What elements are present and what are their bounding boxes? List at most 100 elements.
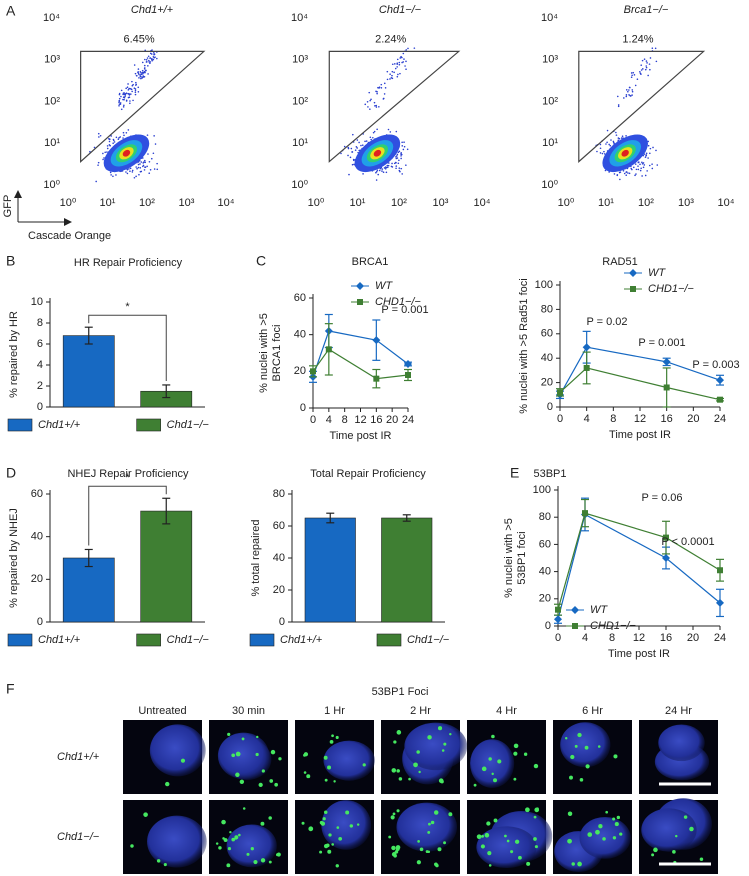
cell-dot [367, 106, 369, 108]
focus [651, 853, 655, 857]
focus [577, 861, 582, 867]
density-blob [122, 149, 131, 157]
cell-dot [348, 173, 350, 176]
cell-dot [144, 58, 146, 61]
cell-dot [118, 97, 121, 100]
cell-dot [130, 88, 133, 91]
cell-dot [627, 90, 629, 93]
cell-dot [127, 92, 129, 95]
nucleus [321, 800, 372, 850]
cell-dot [97, 161, 100, 164]
cell-dot [149, 57, 152, 59]
cell-dot [147, 153, 149, 155]
x-tick-label: 4 [582, 632, 588, 644]
cell-dot [106, 145, 109, 147]
focus [390, 815, 395, 820]
x-tick-label: 0 [555, 632, 561, 644]
focus [260, 821, 265, 826]
cell-dot [137, 166, 140, 169]
cell-dot [632, 71, 635, 74]
column-header: 1 Hr [324, 705, 345, 717]
cell-dot [620, 137, 623, 139]
significance-bracket [88, 314, 167, 381]
chart-title: HR Repair Proficiency [74, 257, 183, 269]
x-tick-label: 24 [714, 413, 726, 425]
focus [338, 836, 343, 841]
cell-dot [354, 149, 357, 151]
cell-dot [397, 151, 400, 154]
y-axis-label: % total repaired [250, 519, 262, 596]
focus [269, 779, 274, 783]
focus [143, 812, 148, 817]
cell-dot [113, 141, 116, 143]
cell-dot [143, 169, 146, 171]
cell-dot [647, 157, 649, 159]
cell-dot [153, 53, 155, 56]
y-tick-label: 60 [541, 328, 553, 340]
legend-label: CHD1−/− [648, 283, 694, 295]
cell-dot [140, 73, 142, 76]
marker [572, 623, 578, 629]
cell-dot [633, 74, 636, 76]
cell-dot [651, 47, 654, 50]
cell-dot [599, 152, 602, 154]
cell-dot [153, 168, 156, 170]
focus [533, 815, 537, 819]
cell-dot [97, 132, 100, 135]
cell-dot [156, 162, 158, 165]
focus [303, 771, 307, 774]
chart-title: 53BP1 [533, 468, 566, 480]
y-tick-label: 40 [539, 566, 551, 578]
focus [416, 860, 421, 865]
x-tick-label: 10² [391, 197, 407, 209]
cell-dot [97, 164, 99, 166]
cell-dot [108, 140, 111, 143]
cell-dot [137, 72, 140, 75]
cell-dot [625, 171, 627, 173]
y-tick-label: 0 [279, 616, 285, 628]
cell-dot [628, 172, 631, 175]
cell-dot [148, 61, 150, 63]
cell-dot [132, 83, 134, 86]
cell-dot [137, 68, 140, 70]
x-tick-label: 10³ [678, 197, 694, 209]
cell-dot [99, 134, 102, 137]
x-tick-label: 4 [326, 414, 332, 426]
y-axis-label: % nuclei with >5 Rad51 foci [518, 278, 530, 413]
x-tick-label: 24 [402, 414, 414, 426]
nucleus [147, 815, 207, 868]
focus [614, 822, 619, 827]
cell-dot [612, 141, 615, 144]
y-tick-label: 80 [539, 511, 551, 523]
marker [716, 376, 724, 385]
cell-dot [108, 144, 111, 146]
focus [514, 839, 520, 844]
cell-dot [645, 154, 647, 157]
focus [488, 757, 492, 761]
cell-dot [632, 166, 635, 169]
cell-dot [631, 74, 633, 77]
cell-dot [651, 167, 654, 170]
focus [430, 820, 435, 825]
y-tick-label: 60 [294, 292, 306, 304]
cell-dot [398, 169, 401, 172]
series-line [312, 330, 409, 378]
x-tick-label: 20 [687, 632, 699, 644]
y-tick-label: 20 [31, 573, 43, 585]
cell-dot [617, 105, 620, 108]
cell-dot [606, 129, 609, 132]
chart-title: Brca1−/− [624, 4, 669, 16]
chart-title: BRCA1 [352, 256, 389, 268]
focus [418, 770, 421, 774]
nucleus [226, 824, 277, 868]
cell-dot [351, 151, 353, 153]
cell-dot [128, 88, 130, 90]
legend-label: WT [590, 604, 608, 616]
cell-dot [122, 137, 124, 139]
y-axis-label: GFP [2, 195, 14, 218]
cell-dot [144, 166, 147, 168]
focus [448, 812, 453, 817]
legend-swatch [249, 633, 275, 647]
